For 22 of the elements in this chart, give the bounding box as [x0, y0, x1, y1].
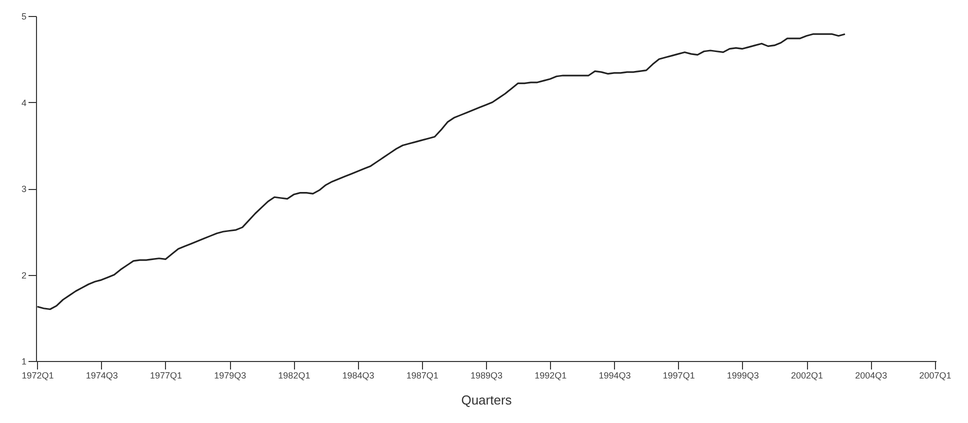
x-tick-label: 1972Q1 — [22, 370, 54, 380]
x-tick-label: 2004Q3 — [855, 370, 888, 380]
x-tick-label: 2007Q1 — [919, 370, 952, 380]
x-tick-label: 1982Q1 — [278, 370, 310, 380]
x-tick-label: 1979Q3 — [214, 370, 246, 380]
y-tick-label: 1 — [21, 356, 26, 366]
x-tick-label: 1997Q1 — [662, 370, 695, 380]
y-tick-label: 4 — [21, 98, 26, 108]
x-tick-label: 1987Q1 — [406, 370, 438, 380]
x-tick-label: 1994Q3 — [598, 370, 631, 380]
x-tick-label: 1989Q3 — [470, 370, 503, 380]
y-tick-label: 5 — [21, 12, 26, 22]
y-tick-label: 2 — [21, 270, 26, 280]
x-tick-label: 1992Q1 — [534, 370, 567, 380]
x-tick-label: 1977Q1 — [150, 370, 182, 380]
x-axis-title: Quarters — [461, 392, 512, 408]
x-tick-label: 1974Q3 — [86, 370, 118, 380]
x-tick-label: 1984Q3 — [342, 370, 374, 380]
x-tick-label: 1999Q3 — [726, 370, 759, 380]
line-series — [36, 33, 846, 310]
x-tick-label: 2002Q1 — [790, 370, 824, 380]
y-tick-label: 3 — [21, 184, 26, 194]
